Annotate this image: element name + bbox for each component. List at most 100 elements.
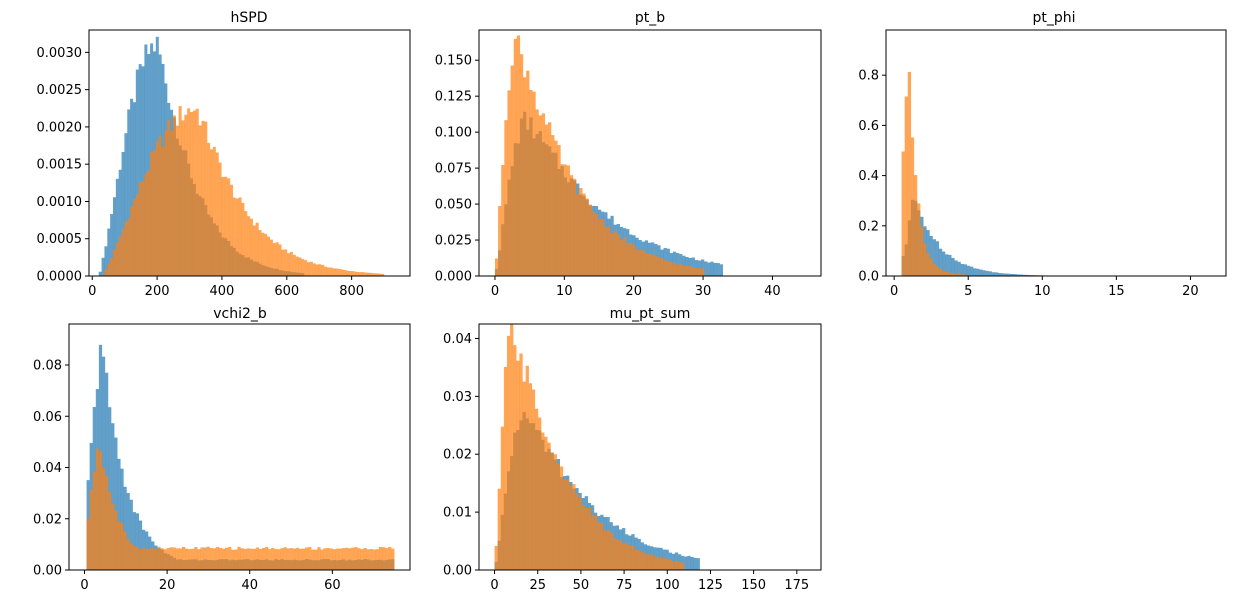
- orange-histogram-bar: [691, 267, 695, 276]
- blue-histogram-bar: [998, 273, 1002, 276]
- orange-histogram-bar: [544, 124, 549, 277]
- y-tick-label: 0.0005: [37, 232, 83, 247]
- subplot-title: vchi2_b: [213, 306, 267, 322]
- orange-histogram-bar: [278, 244, 282, 276]
- orange-histogram-bar: [585, 198, 589, 276]
- orange-histogram-bar: [560, 164, 564, 276]
- orange-histogram-bar: [264, 233, 268, 276]
- y-tick-label: 0.02: [443, 448, 472, 463]
- y-tick-label: 0.04: [33, 461, 62, 476]
- subplot-pt-b: pt_b 0 10 20 30 400.0000.0250.0500.0750.1000…: [435, 10, 822, 299]
- histogram-bars: [494, 324, 700, 570]
- x-tick-label: 5: [964, 284, 972, 299]
- blue-histogram-bar: [107, 228, 111, 276]
- orange-histogram-bar: [632, 244, 636, 276]
- orange-histogram-bar: [298, 257, 302, 276]
- orange-histogram-bar: [238, 197, 242, 276]
- subplot-title: hSPD: [231, 10, 268, 26]
- orange-histogram-bar: [682, 265, 686, 276]
- blue-histogram-bar: [138, 64, 142, 277]
- orange-histogram-bar: [375, 273, 379, 276]
- blue-histogram-bar: [994, 272, 999, 276]
- orange-histogram-bar: [576, 194, 580, 276]
- orange-histogram-bar: [232, 197, 236, 276]
- orange-histogram-bar: [554, 140, 558, 276]
- blue-histogram-bar: [1007, 273, 1011, 276]
- subplot-title: pt_phi: [1032, 10, 1075, 26]
- blue-histogram-bar: [105, 372, 109, 570]
- orange-histogram-bar: [227, 178, 231, 276]
- y-tick-label: 0.125: [435, 90, 472, 105]
- blue-histogram-bar: [938, 248, 943, 276]
- orange-histogram-bar: [95, 448, 100, 570]
- orange-histogram-bar: [120, 523, 124, 570]
- orange-histogram-bar: [513, 38, 517, 276]
- orange-histogram-bar: [348, 548, 352, 570]
- orange-histogram-bar: [618, 540, 623, 570]
- blue-histogram-bar: [127, 109, 131, 276]
- x-tick-label: 25: [529, 578, 546, 593]
- orange-histogram-bar: [573, 178, 577, 276]
- orange-histogram-bar: [641, 250, 645, 276]
- orange-histogram-bar: [960, 274, 964, 276]
- orange-histogram-bar: [616, 234, 620, 276]
- orange-histogram-bar: [676, 264, 680, 276]
- blue-histogram-bar: [982, 270, 986, 276]
- y-tick-label: 0.0025: [37, 83, 83, 98]
- x-tick-label: 20: [1182, 284, 1199, 299]
- orange-histogram-bar: [329, 267, 333, 276]
- y-tick-label: 0.00: [443, 564, 472, 579]
- x-tick-label: 50: [573, 578, 590, 593]
- orange-histogram-bar: [563, 164, 567, 276]
- orange-histogram-bar: [280, 548, 284, 570]
- orange-histogram-bar: [301, 259, 305, 276]
- orange-histogram-bar: [335, 548, 340, 570]
- blue-histogram-bar: [141, 66, 145, 276]
- y-tick-label: 0.03: [443, 390, 472, 405]
- orange-histogram-bar: [681, 562, 685, 570]
- orange-histogram-bar: [904, 96, 908, 276]
- orange-histogram-bar: [309, 261, 313, 276]
- orange-histogram-bar: [601, 218, 605, 276]
- orange-histogram-bar: [104, 269, 108, 276]
- blue-histogram-bar: [716, 263, 720, 276]
- blue-histogram-bar: [693, 557, 697, 570]
- axis-ticks: 0 5 10 15 20 0.0 0.2 0.4 0.6 0.8: [858, 69, 1198, 299]
- orange-histogram-bar: [385, 548, 389, 570]
- orange-histogram-bar: [948, 272, 952, 276]
- orange-histogram-bar: [604, 227, 608, 276]
- x-tick-label: 40: [764, 284, 781, 299]
- orange-histogram-bar: [265, 546, 269, 570]
- subplot-vchi2-b: vchi2_b 0 20 40 60 0.00 0.02 0.04 0.06 0.08: [33, 306, 411, 593]
- orange-histogram-bar: [323, 548, 327, 570]
- x-tick-label: 15: [1108, 284, 1125, 299]
- orange-histogram-bar: [954, 273, 958, 276]
- orange-histogram-bar: [548, 122, 552, 276]
- x-tick-label: 125: [698, 578, 723, 593]
- blue-histogram-bar: [979, 269, 983, 276]
- orange-histogram-bar: [130, 206, 134, 276]
- blue-histogram-bar: [1026, 274, 1030, 276]
- orange-histogram-bar: [656, 557, 660, 570]
- orange-histogram-bar: [532, 91, 536, 276]
- orange-histogram-bar: [559, 466, 564, 570]
- blue-histogram-bar: [120, 468, 124, 570]
- orange-histogram-bar: [597, 522, 601, 570]
- orange-histogram-bar: [628, 545, 632, 570]
- orange-histogram-bar: [252, 225, 256, 276]
- orange-histogram-bar: [107, 263, 111, 276]
- orange-histogram-bar: [654, 255, 658, 276]
- orange-histogram-bar: [694, 267, 699, 276]
- orange-histogram-bar: [610, 233, 614, 276]
- orange-histogram-bar: [529, 90, 533, 276]
- y-tick-label: 0.0010: [37, 195, 83, 210]
- blue-histogram-bar: [108, 407, 112, 570]
- orange-histogram-bar: [494, 545, 498, 570]
- orange-histogram-bar: [255, 547, 260, 570]
- orange-histogram-bar: [662, 558, 666, 570]
- orange-histogram-bar: [321, 264, 325, 276]
- blue-histogram-bar: [101, 257, 105, 276]
- orange-histogram-bar: [240, 548, 244, 570]
- blue-histogram-bar: [117, 458, 121, 570]
